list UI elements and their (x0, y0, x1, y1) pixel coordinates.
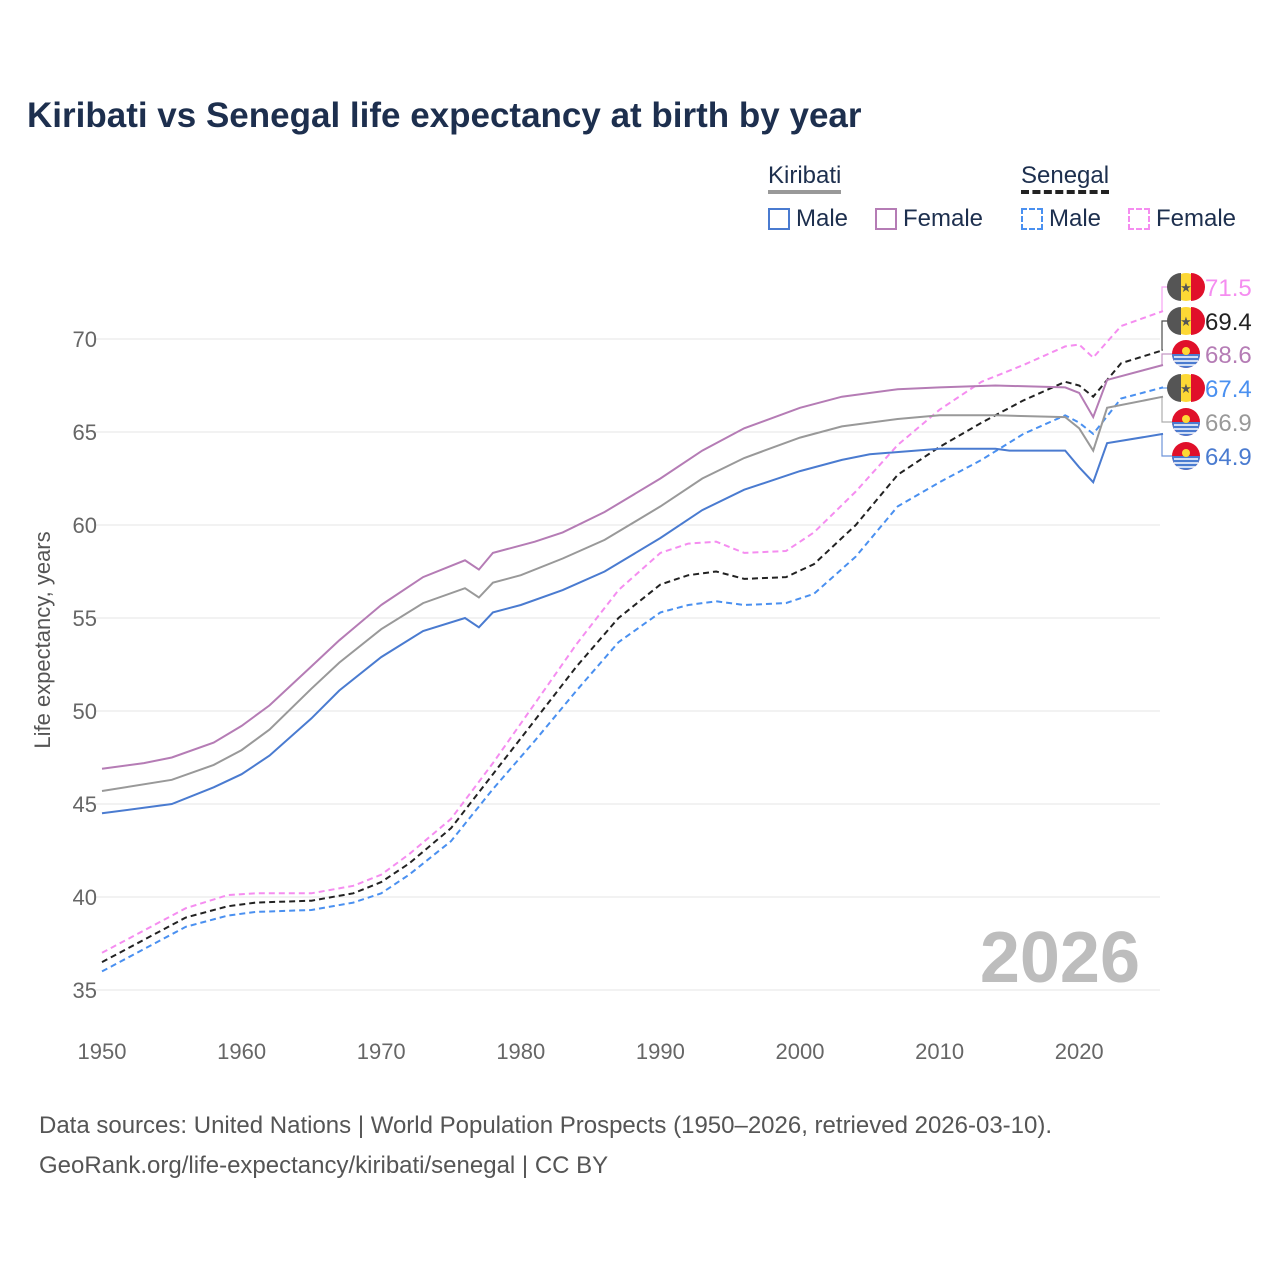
flag-star-icon: ★ (1180, 280, 1192, 295)
flag-sun-icon (1182, 449, 1190, 457)
legend-swatch (875, 208, 897, 230)
data-source: Data sources: United Nations | World Pop… (39, 1112, 1053, 1139)
flag-green-stripe (1167, 307, 1181, 335)
legend-label: Female (903, 205, 984, 232)
end-value-label: 68.6 (1205, 342, 1252, 369)
flag-green-stripe (1167, 374, 1181, 402)
end-value-label: 64.9 (1205, 444, 1252, 471)
legend-swatch (768, 208, 790, 230)
flag-red-stripe (1191, 273, 1205, 301)
flag-green-stripe (1167, 273, 1181, 301)
series-line-kiribati (101, 395, 1164, 792)
flag-star-icon: ★ (1180, 314, 1192, 329)
flag-red-stripe (1191, 374, 1205, 402)
legend-senegal-header: Senegal (1021, 162, 1110, 194)
series-line-senegal-male (101, 386, 1164, 973)
y-tick-label: 60 (73, 513, 97, 538)
y-tick-label: 45 (73, 792, 97, 817)
legend-kiribati-female[interactable]: Female (875, 205, 983, 233)
x-tick-label: 2020 (1055, 1039, 1104, 1064)
source-link[interactable]: GeoRank.org/life-expectancy/kiribati/sen… (39, 1152, 609, 1179)
x-tick-label: 1990 (636, 1039, 685, 1064)
legend-swatch (1021, 208, 1043, 230)
flag-star-icon: ★ (1180, 381, 1192, 396)
x-tick-label: 1970 (357, 1039, 406, 1064)
legend-kiribati-header: Kiribati (768, 162, 842, 194)
label-connector (1161, 433, 1172, 457)
legend-label: Female (1156, 205, 1237, 232)
y-axis-label: Life expectancy, years (30, 531, 55, 748)
plot-area: 35 40 45 50 55 60 65 70 1950 1960 1970 1980 1990 2000… (30, 273, 1252, 1064)
y-tick-label: 65 (73, 420, 97, 445)
x-tick-label: 1980 (496, 1039, 545, 1064)
y-tick-label: 35 (73, 978, 97, 1003)
end-value-label: 67.4 (1205, 376, 1252, 403)
y-tick-label: 55 (73, 606, 97, 631)
legend-swatch (1128, 208, 1150, 230)
series-line-kiribati-female (101, 364, 1164, 770)
footer: Data sources: United Nations | World Pop… (39, 1106, 1052, 1186)
legend-kiribati-male[interactable]: Male (768, 205, 848, 233)
year-watermark: 2026 (980, 918, 1140, 998)
flag-sun-icon (1182, 415, 1190, 423)
flag-red-stripe (1191, 307, 1205, 335)
label-connector (1161, 396, 1172, 423)
x-tick-label: 1950 (78, 1039, 127, 1064)
series-line-kiribati-male (101, 432, 1164, 815)
x-tick-label: 2000 (776, 1039, 825, 1064)
legend-senegal-male[interactable]: Male (1021, 205, 1101, 233)
end-value-label: 66.9 (1205, 410, 1252, 437)
y-tick-label: 50 (73, 699, 97, 724)
flag-sun-icon (1182, 347, 1190, 355)
legend-label: Male (1049, 205, 1102, 232)
end-value-label: 69.4 (1205, 309, 1252, 336)
x-tick-label: 2010 (915, 1039, 964, 1064)
series-line-senegal (101, 349, 1164, 963)
label-connector (1161, 353, 1172, 366)
series-line-senegal-female (101, 310, 1164, 954)
legend-label: Male (796, 205, 849, 232)
legend-senegal-female[interactable]: Female (1128, 205, 1236, 233)
x-tick-label: 1960 (217, 1039, 266, 1064)
end-value-label: 71.5 (1205, 275, 1252, 302)
y-tick-label: 40 (73, 885, 97, 910)
chart-title: Kiribati vs Senegal life expectancy at b… (27, 96, 862, 135)
y-tick-label: 70 (73, 327, 97, 352)
